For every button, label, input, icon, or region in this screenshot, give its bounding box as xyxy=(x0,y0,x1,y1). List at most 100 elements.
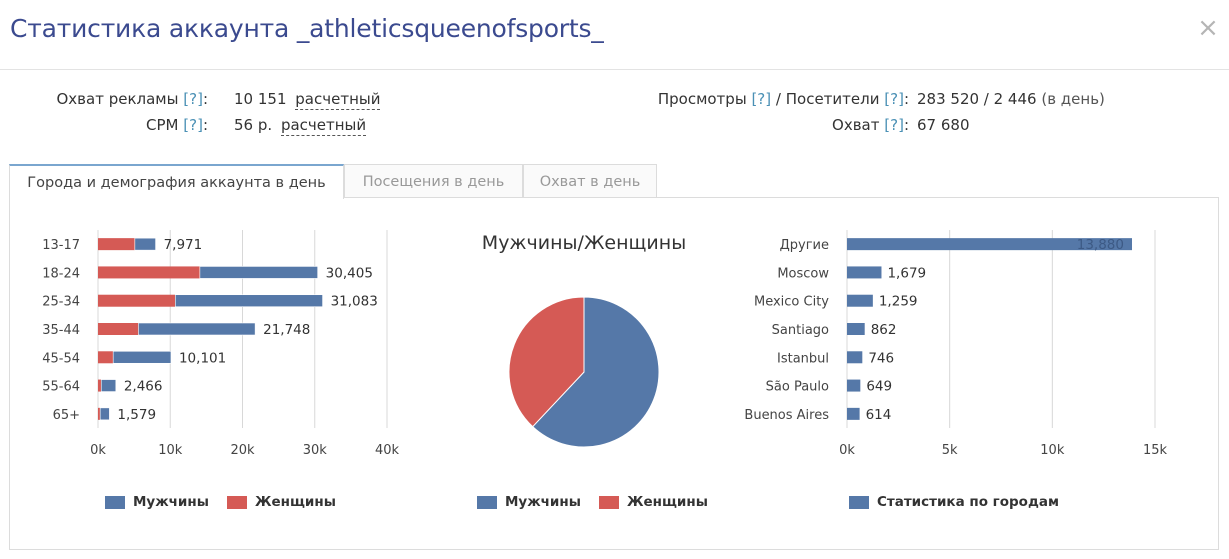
stat-cpm-label: CPM xyxy=(146,116,179,134)
stat-views-note: (в день) xyxy=(1041,90,1105,108)
help-icon[interactable]: [?] xyxy=(183,116,203,134)
data-label: 2,466 xyxy=(124,379,163,395)
estimate-link[interactable]: расчетный xyxy=(280,116,367,136)
legend-label: Женщины xyxy=(627,494,708,510)
legend-swatch xyxy=(477,495,497,509)
y-tick-label: 65+ xyxy=(53,408,80,423)
y-tick-label: Moscow xyxy=(777,266,829,281)
legend-swatch xyxy=(227,495,247,509)
stat-views-value: 283 520 / 2 446 xyxy=(917,90,1037,108)
legend-swatch xyxy=(105,495,125,509)
stat-views: Просмотры [?] / Посетители [?]: 283 520 … xyxy=(657,90,1105,108)
legend-item-cities[interactable]: Статистика по городам xyxy=(849,494,1059,510)
x-tick-label: 10k xyxy=(1040,443,1065,458)
data-label: 862 xyxy=(871,322,897,338)
bar-female xyxy=(98,407,101,420)
data-label: 13,880 xyxy=(1077,237,1124,253)
bar-male xyxy=(199,266,318,279)
stat-reach-label: Охват xyxy=(832,116,880,134)
bar-city xyxy=(847,323,865,335)
data-label: 7,971 xyxy=(164,237,203,253)
data-label: 614 xyxy=(866,407,892,423)
x-tick-label: 5k xyxy=(942,443,958,458)
data-label: 31,083 xyxy=(331,294,378,310)
data-label: 1,579 xyxy=(117,407,156,423)
bar-male xyxy=(100,379,117,392)
dialog-title: Статистика аккаунта _athleticsqueenofspo… xyxy=(10,14,604,43)
data-label: 30,405 xyxy=(326,265,373,281)
y-tick-label: Mexico City xyxy=(754,295,829,310)
data-label: 649 xyxy=(866,379,892,395)
x-tick-label: 15k xyxy=(1143,443,1168,458)
bar-female xyxy=(98,323,139,335)
y-tick-label: Istanbul xyxy=(777,351,829,366)
bar-male xyxy=(99,407,110,421)
y-tick-label: 35-44 xyxy=(42,323,80,338)
bar-female xyxy=(98,379,102,392)
bar-city xyxy=(847,351,863,364)
pie-slice xyxy=(531,296,660,448)
bar-city xyxy=(847,238,1133,251)
stat-reach-ads-label: Охват рекламы xyxy=(56,90,179,108)
legend-swatch xyxy=(599,495,619,509)
pie-slice xyxy=(508,296,585,428)
legend-label: Женщины xyxy=(255,494,336,510)
x-tick-label: 0k xyxy=(839,443,855,458)
legend-label: Мужчины xyxy=(133,494,209,510)
legend-item-male[interactable]: Мужчины xyxy=(477,494,581,510)
gender-pie-chart: Мужчины/Женщины xyxy=(482,232,686,448)
x-tick-label: 30k xyxy=(303,443,328,458)
stat-cpm-value: 56 р. xyxy=(234,116,273,134)
stat-reach-ads: Охват рекламы [?]: 10 151 расчетный xyxy=(56,90,381,110)
bar-female xyxy=(98,294,176,307)
y-tick-label: 55-64 xyxy=(42,380,80,395)
legend-label: Мужчины xyxy=(505,494,581,510)
y-tick-label: 45-54 xyxy=(42,351,80,366)
bar-male xyxy=(138,322,256,336)
legend-item-male[interactable]: Мужчины xyxy=(105,494,209,510)
bar-city xyxy=(847,379,861,392)
help-icon[interactable]: [?] xyxy=(884,90,904,108)
demography-chart: 0k 10k 20k 30k 40k 13-17 7,971 18-24 30,405 25-34… xyxy=(42,230,400,458)
legend-item-female[interactable]: Женщины xyxy=(599,494,708,510)
stat-cpm: CPM [?]: 56 р. расчетный xyxy=(146,116,367,136)
y-tick-label: Другие xyxy=(780,238,829,253)
y-tick-label: 18-24 xyxy=(42,266,80,281)
bar-city xyxy=(847,266,882,279)
x-tick-label: 10k xyxy=(158,443,183,458)
legend-label: Статистика по городам xyxy=(877,494,1059,510)
bar-male xyxy=(175,294,323,308)
estimate-link[interactable]: расчетный xyxy=(295,90,381,110)
y-tick-label: Buenos Aires xyxy=(744,408,829,423)
x-tick-label: 20k xyxy=(230,443,255,458)
bar-female xyxy=(98,351,114,364)
bar-male xyxy=(112,350,172,364)
data-label: 746 xyxy=(868,350,894,366)
help-icon[interactable]: [?] xyxy=(751,90,772,108)
y-tick-label: Santiago xyxy=(772,323,829,338)
close-icon[interactable]: × xyxy=(1197,13,1219,43)
tab-cities-demography[interactable]: Города и демография аккаунта в день xyxy=(9,164,344,199)
cities-chart: 0k 5k 10k 15k Другие 13,880 Moscow 1,679 Mexico … xyxy=(744,230,1168,458)
help-icon[interactable]: [?] xyxy=(183,90,203,108)
stat-reach-ads-value: 10 151 xyxy=(234,90,287,108)
bar-city xyxy=(847,294,873,307)
bar-male xyxy=(134,237,156,251)
stat-views-label: Просмотры xyxy=(657,90,747,108)
tab-visits-per-day[interactable]: Посещения в день xyxy=(344,164,523,198)
bar-city xyxy=(847,407,860,420)
data-label: 1,679 xyxy=(887,265,926,281)
legend-swatch xyxy=(849,495,869,509)
tab-reach-per-day[interactable]: Охват в день xyxy=(523,164,657,198)
stat-reach-value: 67 680 xyxy=(917,116,970,134)
cities-legend: Статистика по городам xyxy=(849,494,1109,512)
stat-views-separator: / xyxy=(775,90,781,108)
bar-female xyxy=(98,266,200,279)
chart-title: Мужчины/Женщины xyxy=(482,232,686,254)
help-icon[interactable]: [?] xyxy=(884,116,904,134)
demography-legend: Мужчины Женщины xyxy=(105,494,365,512)
y-tick-label: 25-34 xyxy=(42,295,80,310)
legend-item-female[interactable]: Женщины xyxy=(227,494,336,510)
data-label: 21,748 xyxy=(263,322,310,338)
